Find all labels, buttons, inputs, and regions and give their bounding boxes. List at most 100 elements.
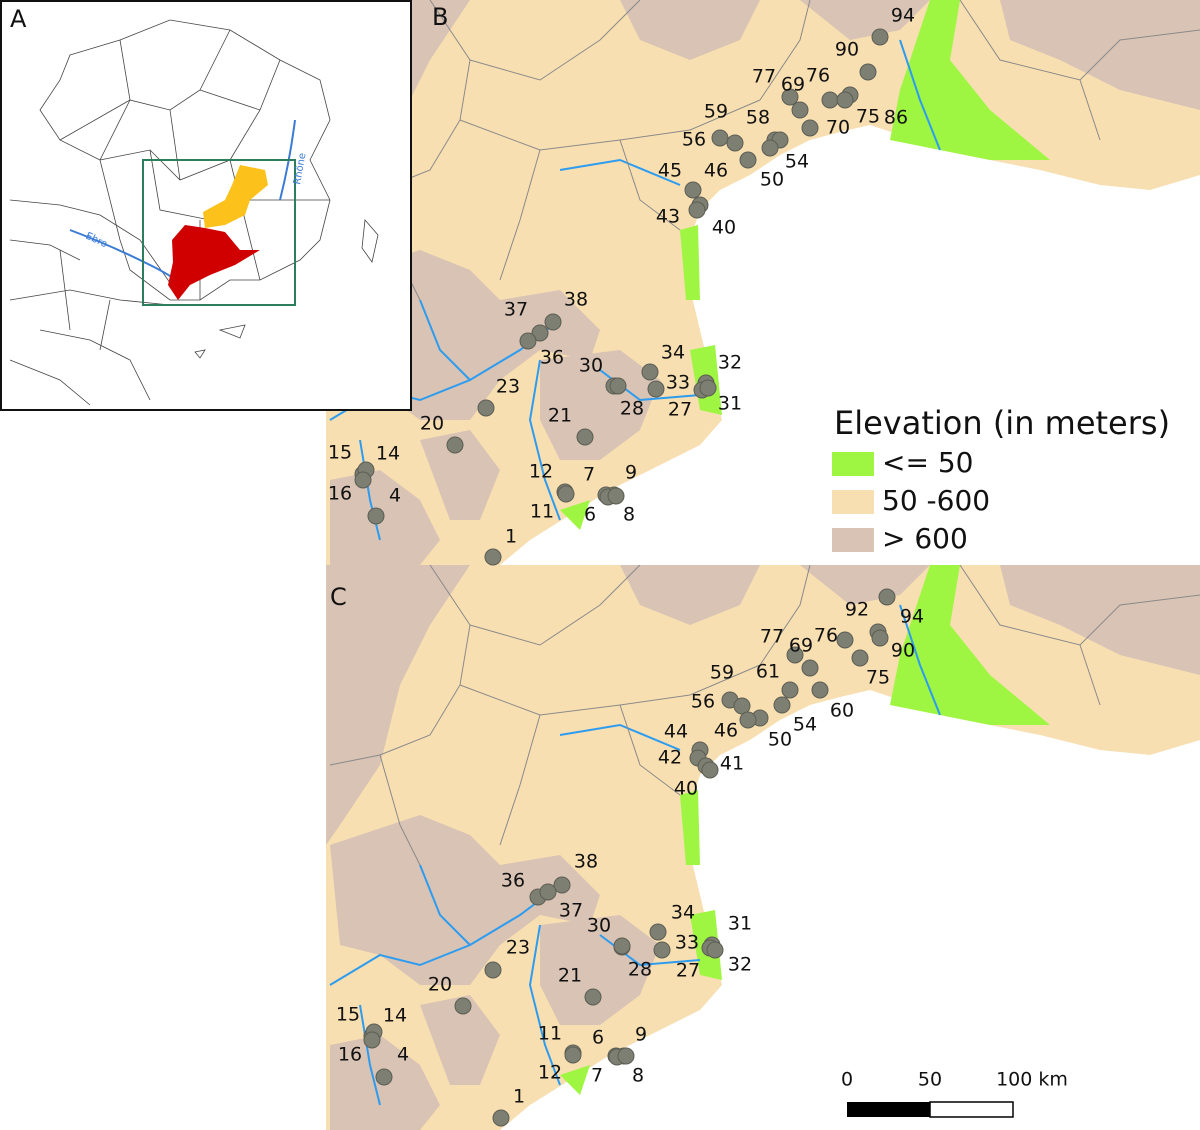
study-area-box: [142, 159, 296, 306]
site-label: 4: [397, 1044, 409, 1066]
site-marker: [726, 134, 744, 152]
scale-segment: [929, 1101, 1014, 1118]
site-label: 77: [760, 626, 784, 648]
scale-bar: 0 50 100 km: [841, 1069, 1068, 1118]
site-label: 54: [793, 714, 817, 736]
site-label: 36: [501, 870, 525, 892]
site-label: 14: [383, 1005, 407, 1027]
site-label: 77: [752, 66, 776, 88]
site-marker: [791, 101, 809, 119]
highland: [1000, 0, 1200, 110]
site-marker: [446, 436, 464, 454]
site-marker: [613, 937, 631, 955]
site-marker: [367, 507, 385, 525]
border: [619, 704, 681, 796]
site-label: 32: [718, 352, 742, 374]
site-marker: [544, 313, 562, 331]
site-label: 75: [866, 667, 890, 689]
river: [899, 39, 941, 151]
river: [559, 158, 681, 186]
site-label: 38: [564, 289, 588, 311]
border: [379, 754, 421, 866]
site-marker: [607, 487, 625, 505]
site-label: 45: [658, 160, 682, 182]
site-label: 31: [718, 393, 742, 415]
site-label: 31: [728, 913, 752, 935]
highland: [330, 815, 600, 985]
highland: [420, 995, 500, 1085]
site-label: 37: [559, 900, 583, 922]
legend-swatch: [832, 452, 874, 476]
site-marker: [781, 681, 799, 699]
legend-item: <= 50: [882, 446, 973, 479]
site-marker: [519, 332, 537, 350]
scale-segment: [847, 1102, 930, 1117]
river: [899, 604, 941, 716]
site-marker: [576, 428, 594, 446]
site-label: 46: [714, 720, 738, 742]
site-label: 27: [676, 960, 700, 982]
site-marker: [871, 629, 889, 647]
site-label: 42: [658, 747, 682, 769]
border: [469, 565, 641, 646]
site-marker: [363, 1031, 381, 1049]
site-label: 15: [336, 1004, 360, 1026]
river: [528, 924, 561, 1086]
site-marker: [553, 876, 571, 894]
site-label: 7: [583, 464, 595, 486]
border: [759, 0, 811, 101]
site-label: 30: [579, 355, 603, 377]
site-label: 50: [768, 729, 792, 751]
border: [499, 149, 541, 281]
site-marker: [375, 1068, 393, 1086]
river: [359, 1004, 381, 1106]
site-label: 61: [756, 661, 780, 683]
site-label: 4: [389, 485, 401, 507]
site-label: 37: [504, 299, 528, 321]
site-label: 33: [675, 932, 699, 954]
site-marker: [609, 377, 627, 395]
site-label: 40: [712, 217, 736, 239]
site-label: 94: [891, 5, 915, 27]
site-marker: [484, 961, 502, 979]
site-label: 44: [664, 721, 688, 743]
border: [1079, 79, 1101, 141]
site-label: 12: [538, 1062, 562, 1084]
lowland: [560, 1065, 590, 1095]
site-marker: [492, 1109, 510, 1127]
site-label: 1: [505, 526, 517, 548]
highland: [540, 915, 660, 1025]
border: [619, 139, 681, 231]
site-label: 23: [506, 937, 530, 959]
site-label: 94: [900, 606, 924, 628]
river-label: Rhône: [291, 152, 308, 186]
site-marker: [761, 139, 779, 157]
site-label: 58: [746, 107, 770, 129]
site-label: 28: [628, 959, 652, 981]
highland: [540, 350, 660, 460]
scale-label: 0: [841, 1069, 853, 1091]
site-label: 16: [338, 1044, 362, 1066]
border: [759, 565, 811, 666]
site-label: 1: [513, 1086, 525, 1108]
river: [359, 439, 381, 541]
site-marker: [531, 324, 549, 342]
site-marker: [653, 941, 671, 959]
site-label: 90: [891, 640, 915, 662]
site-marker: [688, 201, 706, 219]
site-label: 59: [704, 101, 728, 123]
highland: [620, 0, 760, 60]
legend-swatch: [832, 490, 874, 514]
site-label: 56: [691, 691, 715, 713]
legend-item: > 600: [882, 522, 968, 555]
site-marker: [354, 471, 372, 489]
river: [559, 723, 681, 751]
site-label: 6: [592, 1027, 604, 1049]
site-label: 43: [656, 206, 680, 228]
site-label: 23: [496, 376, 520, 398]
site-label: 69: [789, 635, 813, 657]
site-marker: [647, 380, 665, 398]
site-label: 8: [632, 1065, 644, 1087]
